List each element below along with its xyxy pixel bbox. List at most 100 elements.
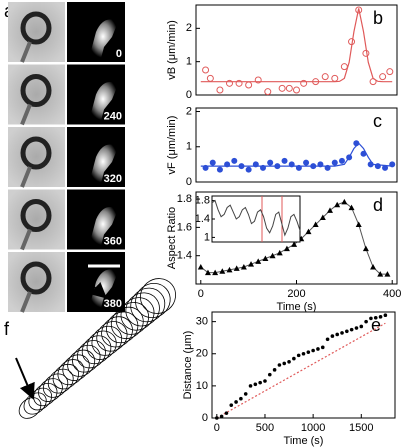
point [283, 245, 290, 252]
point [282, 361, 287, 366]
point [359, 324, 364, 329]
point [349, 327, 354, 332]
point [235, 79, 243, 87]
point [327, 207, 333, 213]
phase-image [8, 64, 65, 125]
point [364, 319, 368, 324]
y-tick-label: 0 [202, 412, 208, 424]
point [253, 382, 258, 387]
cell-outline [76, 340, 106, 369]
phase-image [8, 189, 65, 250]
y-tick-label: 1.8 [177, 193, 192, 205]
point [341, 198, 348, 205]
phase-image [8, 127, 65, 187]
point [382, 164, 389, 171]
cell-tracks [18, 278, 176, 419]
plot-frame [211, 311, 396, 419]
point [264, 88, 272, 96]
point [354, 326, 359, 330]
plot-frame [195, 4, 398, 96]
inset-y-tick-label: 1.4 [195, 213, 210, 225]
cell-outline [81, 335, 112, 365]
fluorescence-signal [88, 207, 118, 250]
cell-outline [115, 302, 150, 335]
point [263, 379, 267, 383]
point [346, 154, 353, 161]
point [248, 261, 255, 267]
point [288, 161, 295, 168]
point [278, 84, 286, 92]
cell-outline [140, 278, 176, 314]
point [353, 140, 360, 147]
point [369, 316, 373, 321]
point [386, 68, 394, 76]
point [219, 414, 224, 419]
cell-outline [18, 397, 42, 419]
point [274, 163, 281, 170]
x-tick-label: 500 [256, 422, 274, 434]
point [216, 86, 224, 94]
fluorescence-signal [88, 19, 118, 63]
point [340, 331, 344, 335]
point [367, 161, 374, 168]
point [355, 6, 363, 14]
cell-outline [96, 321, 128, 352]
x-tick-label: 400 [383, 288, 401, 300]
frame-time: 0 [116, 48, 122, 60]
point [321, 73, 329, 81]
y-axis-label: Distance (μm) [182, 331, 194, 400]
point [204, 269, 211, 276]
point [293, 86, 300, 94]
point [260, 164, 266, 171]
cell [20, 261, 52, 295]
point [306, 350, 311, 354]
point [319, 214, 326, 220]
point [355, 221, 362, 228]
point [311, 348, 315, 353]
point [340, 63, 348, 71]
point [377, 271, 384, 277]
point [267, 159, 274, 166]
y-tick-label: 0 [186, 89, 192, 101]
x-tick-label: 0 [214, 422, 220, 434]
cell-outline [120, 297, 155, 331]
inset-frame [211, 195, 301, 243]
point [348, 204, 355, 211]
x-tick-label: 1500 [349, 422, 373, 434]
point [231, 157, 238, 164]
point [224, 161, 231, 168]
point [285, 84, 293, 92]
point [239, 396, 243, 401]
point [324, 164, 331, 171]
point [229, 403, 234, 407]
point [374, 163, 381, 170]
point [310, 163, 317, 170]
cell [20, 136, 52, 170]
y-axis-label: vB (μm/min) [166, 20, 178, 80]
panel-label: f [4, 319, 10, 339]
point [202, 164, 209, 171]
point [245, 81, 253, 89]
cell-tail [20, 41, 32, 63]
cell-outline [91, 325, 123, 356]
y-tick-label: 1.4 [177, 250, 192, 262]
point [262, 255, 269, 262]
point [303, 159, 310, 166]
cell [20, 74, 52, 107]
y-tick-label: 1 [186, 56, 192, 68]
point [331, 159, 338, 166]
point [248, 384, 253, 388]
cell-outline [57, 359, 85, 386]
point [267, 372, 272, 377]
y-tick-label: 1 [186, 141, 192, 153]
cell-tail [20, 228, 32, 251]
frame-time: 240 [104, 110, 122, 122]
fit-line [216, 322, 386, 419]
point [316, 347, 320, 351]
cell-outline [23, 392, 47, 415]
point [245, 166, 252, 173]
point [243, 392, 248, 396]
y-axis-label: vF (μm/min) [166, 116, 178, 175]
fit-line [200, 8, 393, 83]
